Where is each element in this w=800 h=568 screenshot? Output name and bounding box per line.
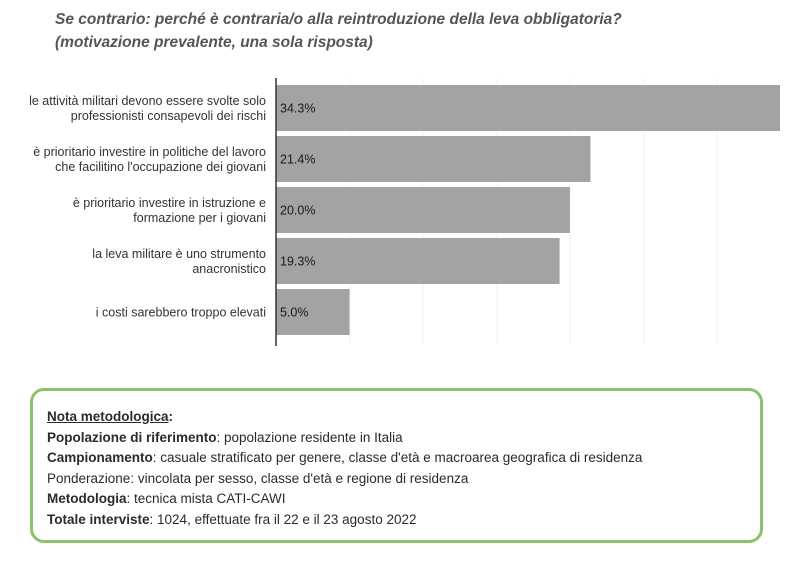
bar xyxy=(276,289,350,335)
category-label: la leva militare è uno strumento xyxy=(92,247,266,261)
note-line-value: : tecnica mista CATI-CAWI xyxy=(126,491,286,507)
methodology-note: Nota metodologica: Popolazione di riferi… xyxy=(30,388,763,543)
note-line-value: Ponderazione: vincolata per sesso, class… xyxy=(47,470,469,486)
note-heading-colon: : xyxy=(168,409,174,424)
note-line-value: : casuale stratificato per genere, class… xyxy=(152,450,643,466)
data-label: 5.0% xyxy=(280,306,309,320)
note-heading-line: Nota metodologica: xyxy=(47,407,746,428)
bar xyxy=(276,136,591,182)
category-label: professionisti consapevoli dei rischi xyxy=(71,109,266,123)
category-label: anacronistico xyxy=(192,262,266,276)
note-line-key: Metodologia xyxy=(47,491,127,507)
data-label: 20.0% xyxy=(280,204,315,218)
note-line: Ponderazione: vincolata per sesso, class… xyxy=(47,469,746,490)
note-line-key: Popolazione di riferimento xyxy=(47,429,217,445)
data-label: 21.4% xyxy=(280,153,315,167)
bar-chart: 34.3% le attività militari devono essere … xyxy=(29,78,780,346)
data-label: 19.3% xyxy=(280,255,315,269)
note-line-key: Campionamento xyxy=(47,450,153,466)
category-label: le attività militari devono essere svolt… xyxy=(29,94,266,108)
category-label: formazione per i giovani xyxy=(133,211,266,225)
data-label: 34.3% xyxy=(280,102,315,116)
note-line-value: : 1024, effettuate fra il 22 e il 23 ago… xyxy=(149,511,417,527)
note-line: Campionamento: casuale stratificato per … xyxy=(47,448,746,469)
category-label: è prioritario investire in istruzione e xyxy=(73,196,266,210)
bar xyxy=(276,85,780,131)
note-line: Popolazione di riferimento: popolazione … xyxy=(47,428,746,449)
note-heading: Nota metodologica xyxy=(47,409,169,424)
bar xyxy=(276,238,560,284)
category-label: i costi sarebbero troppo elevati xyxy=(96,306,266,320)
note-line: Metodologia: tecnica mista CATI-CAWI xyxy=(47,489,746,510)
category-label: è prioritario investire in politiche del… xyxy=(33,145,266,159)
note-line: Totale interviste: 1024, effettuate fra … xyxy=(47,510,746,531)
note-line-value: : popolazione residente in Italia xyxy=(216,429,403,445)
chart-title: Se contrario: perché è contraria/o alla … xyxy=(55,8,775,54)
category-label: che facilitino l'occupazione dei giovani xyxy=(55,160,266,174)
bar xyxy=(276,187,570,233)
chart-title-line2: (motivazione prevalente, una sola rispos… xyxy=(55,34,373,51)
chart-title-line1: Se contrario: perché è contraria/o alla … xyxy=(55,11,622,28)
note-line-key: Totale interviste xyxy=(47,511,150,527)
